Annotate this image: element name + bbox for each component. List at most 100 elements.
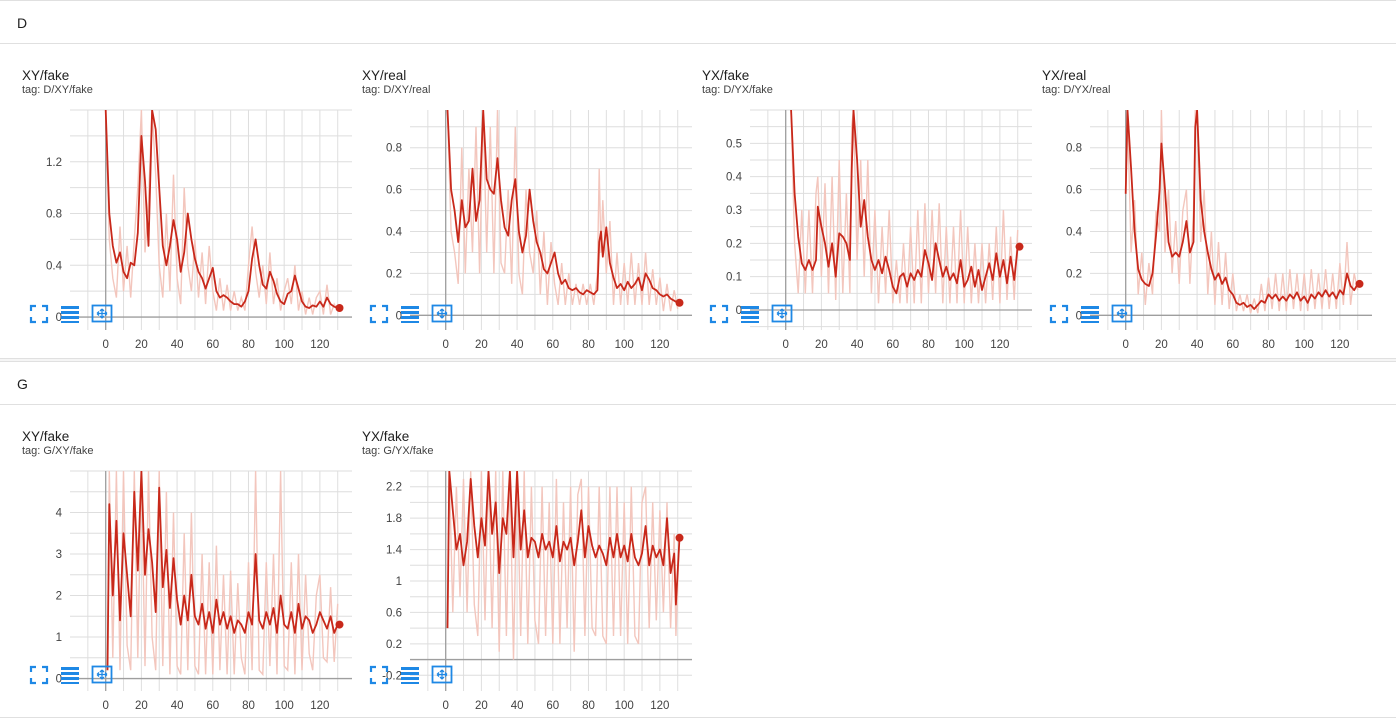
x-tick-label: 40	[851, 339, 864, 348]
x-tick-label: 40	[511, 339, 524, 348]
chart-tag: tag: D/XY/fake	[22, 84, 93, 96]
data-table-button[interactable]	[739, 303, 761, 323]
x-tick-label: 80	[242, 700, 255, 709]
data-table-icon	[401, 306, 419, 323]
chart-tag: tag: G/YX/fake	[362, 445, 434, 457]
group-header-d[interactable]: D	[0, 0, 1396, 44]
smoothed-series-line	[1124, 110, 1359, 310]
y-tick-label: 0.2	[386, 639, 402, 651]
chart-title: YX/real	[1042, 68, 1087, 83]
fit-domain-button[interactable]	[91, 664, 113, 684]
data-table-icon	[741, 306, 759, 323]
fullscreen-button[interactable]	[368, 664, 390, 685]
x-tick-label: 120	[650, 700, 669, 709]
x-tick-label: 120	[310, 339, 329, 348]
fit-domain-button[interactable]	[431, 303, 453, 323]
chart-card: XY/fake tag: G/XY/fake 0 1 2 3 4 0 20 40 60 80 100 12…	[0, 409, 352, 709]
y-tick-label: 0.3	[726, 205, 742, 217]
x-tick-label: 0	[442, 700, 448, 709]
fullscreen-button[interactable]	[28, 303, 50, 324]
chart-title: XY/real	[362, 68, 407, 83]
x-tick-label: 60	[546, 700, 559, 709]
data-table-icon	[61, 306, 79, 323]
y-tick-label: 0.8	[386, 143, 402, 155]
chart-card: YX/fake tag: G/YX/fake -0.2 0.2 0.6 1 1.4 1.8 2.…	[340, 409, 692, 709]
x-tick-label: 120	[1330, 339, 1349, 348]
fit-domain-button[interactable]	[1111, 303, 1133, 323]
data-table-button[interactable]	[59, 303, 81, 323]
x-tick-label: 100	[275, 339, 294, 348]
chart-tag: tag: D/XY/real	[362, 84, 431, 96]
fit-domain-button[interactable]	[91, 303, 113, 323]
x-tick-label: 60	[1226, 339, 1239, 348]
fullscreen-button[interactable]	[28, 664, 50, 685]
data-table-button[interactable]	[399, 664, 421, 684]
fullscreen-button[interactable]	[708, 303, 730, 324]
y-tick-label: 3	[56, 549, 62, 561]
x-tick-label: 40	[511, 700, 524, 709]
x-tick-label: 40	[1191, 339, 1204, 348]
chart-title: XY/fake	[22, 429, 70, 444]
fullscreen-button[interactable]	[368, 303, 390, 324]
y-tick-label: 0.5	[726, 138, 742, 150]
chart-tag: tag: G/XY/fake	[22, 445, 94, 457]
x-tick-label: 40	[171, 700, 184, 709]
chart-card: XY/fake tag: D/XY/fake 0 0.4 0.8 1.2 0 20 40 60 80…	[0, 48, 352, 348]
x-tick-label: 60	[886, 339, 899, 348]
line-chart: 0 0.4 0.8 1.2 0 20 40 60 80 100 120	[46, 109, 352, 348]
y-tick-label: 2	[56, 591, 62, 603]
data-table-icon	[401, 667, 419, 684]
x-tick-label: 20	[135, 700, 148, 709]
smoothed-series-line	[446, 471, 681, 629]
raw-series-line	[105, 110, 339, 315]
data-table-button[interactable]	[1079, 303, 1101, 323]
x-tick-label: 0	[442, 339, 448, 348]
fit-domain-button[interactable]	[771, 303, 793, 323]
chart-card: XY/real tag: D/XY/real 0 0.2 0.4 0.6 0.8 0 20 40 6…	[340, 48, 692, 348]
chart-card: YX/real tag: D/YX/real 0 0.2 0.4 0.6 0.8 0 20 40 6…	[1020, 48, 1372, 348]
line-chart: -0.20.20.611.41.82.20 20 40 60 80 100 120	[382, 470, 692, 709]
y-tick-label: 0.8	[1066, 143, 1082, 155]
data-table-button[interactable]	[59, 664, 81, 684]
line-chart: 0 0.2 0.4 0.6 0.8 0 20 40 60 80 100 120	[386, 110, 692, 348]
last-value-dot	[1355, 279, 1364, 288]
chart-tag: tag: D/YX/real	[1042, 84, 1111, 96]
y-tick-label: 2.2	[386, 482, 402, 494]
x-tick-label: 120	[990, 339, 1009, 348]
line-chart: 0 0.1 0.2 0.3 0.4 0.5 0 20 40 60 80 100 120	[726, 109, 1032, 348]
chart-tag: tag: D/YX/fake	[702, 84, 773, 96]
x-tick-label: 0	[782, 339, 788, 348]
x-tick-label: 40	[171, 339, 184, 348]
x-tick-label: 0	[1122, 339, 1128, 348]
y-tick-label: 0.4	[46, 260, 63, 272]
x-tick-label: 120	[650, 339, 669, 348]
y-tick-label: 0.4	[1066, 227, 1083, 239]
y-tick-label: 0.8	[46, 209, 62, 221]
y-tick-label: 0.1	[726, 272, 742, 284]
group-header-g[interactable]: G	[0, 361, 1396, 405]
group-body-d: XY/fake tag: D/XY/fake 0 0.4 0.8 1.2 0 20 40 60 80…	[0, 44, 1396, 359]
x-tick-label: 100	[615, 339, 634, 348]
x-tick-label: 80	[1262, 339, 1275, 348]
y-tick-label: 0	[396, 310, 402, 322]
raw-series-line	[106, 471, 339, 677]
y-tick-label: 0	[56, 674, 62, 686]
fullscreen-button[interactable]	[1048, 303, 1070, 324]
fullscreen-icon	[709, 304, 729, 324]
chart-title: XY/fake	[22, 68, 70, 83]
group-body-g: XY/fake tag: G/XY/fake 0 1 2 3 4 0 20 40 60 80 100 12…	[0, 405, 1396, 718]
data-table-button[interactable]	[399, 303, 421, 323]
chart-title: YX/fake	[702, 68, 750, 83]
last-value-dot	[335, 304, 344, 312]
group-title: D	[17, 15, 28, 31]
y-tick-label: 1.4	[386, 545, 403, 557]
chart-title: YX/fake	[362, 429, 410, 444]
x-tick-label: 0	[102, 700, 108, 709]
x-tick-label: 100	[1295, 339, 1314, 348]
x-tick-label: 80	[582, 700, 595, 709]
fit-domain-button[interactable]	[431, 664, 453, 684]
fit-domain-icon	[91, 304, 113, 323]
x-tick-label: 100	[955, 339, 974, 348]
y-tick-label: 0.6	[386, 185, 402, 197]
